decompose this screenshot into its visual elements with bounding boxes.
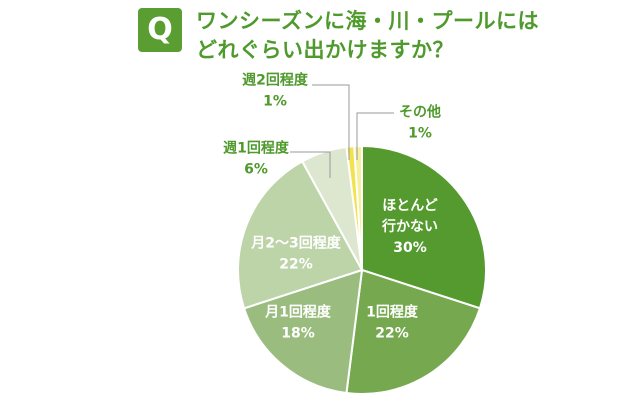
slice-label-5-line-0: 週2回程度 bbox=[242, 72, 309, 89]
slice-label-1-line-1: 22% bbox=[375, 326, 409, 342]
slice-label-0-line-2: 30% bbox=[393, 240, 427, 256]
slice-label-3: 月2～3回程度 22% bbox=[250, 235, 341, 273]
slice-label-6: その他 1% bbox=[399, 104, 441, 142]
slice-label-6-line-1: 1% bbox=[408, 126, 432, 142]
leader-line-5 bbox=[312, 84, 350, 160]
question-badge: Q bbox=[138, 8, 182, 52]
slice-label-3-line-0: 月2～3回程度 bbox=[250, 235, 341, 252]
slice-label-4: 週1回程度 6% bbox=[223, 140, 290, 178]
slice-label-0-line-1: 行かない bbox=[381, 218, 438, 235]
slice-label-1-line-0: 1回程度 bbox=[366, 304, 419, 321]
slice-label-2-line-1: 18% bbox=[281, 326, 315, 342]
pie-slice-3 bbox=[237, 159, 364, 310]
question-title-line-2: どれぐらい出かけますか？ bbox=[196, 38, 454, 62]
slice-label-4-line-1: 6% bbox=[244, 162, 268, 178]
pie-slice-1 bbox=[345, 268, 482, 395]
question-badge-letter: Q bbox=[147, 12, 173, 47]
slice-label-0-line-0: ほとんど bbox=[382, 198, 438, 214]
pie-slice-6 bbox=[353, 144, 363, 271]
pie-slice-0 bbox=[361, 144, 487, 310]
pie-slice-2 bbox=[242, 268, 364, 395]
question-title-line-1: ワンシーズンに海・川・プールには bbox=[196, 9, 539, 33]
slice-label-1: 1回程度 22% bbox=[366, 304, 419, 342]
slice-label-2-line-0: 月1回程度 bbox=[264, 304, 332, 321]
slice-label-0: ほとんど行かない 30% bbox=[381, 198, 438, 256]
slice-label-4-line-0: 週1回程度 bbox=[223, 140, 290, 157]
slice-label-2: 月1回程度 18% bbox=[264, 304, 332, 342]
leader-line-4 bbox=[290, 151, 331, 178]
slice-label-3-line-1: 22% bbox=[279, 257, 313, 273]
slice-label-6-line-0: その他 bbox=[399, 104, 441, 121]
slice-label-5: 週2回程度 1% bbox=[242, 72, 309, 110]
slice-label-5-line-1: 1% bbox=[263, 94, 287, 110]
leader-line-6 bbox=[356, 112, 394, 160]
